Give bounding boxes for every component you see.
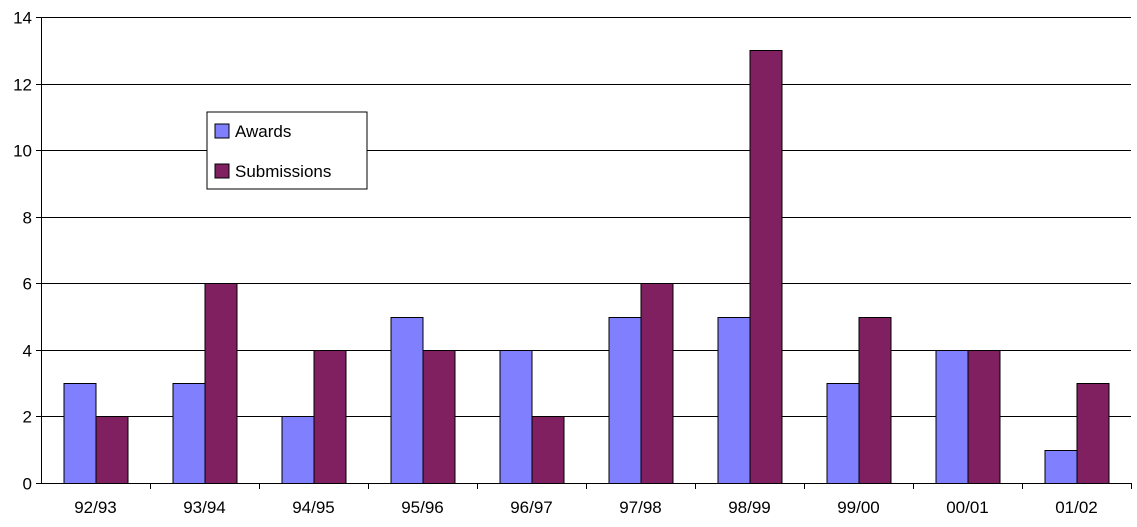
bar-awards-97-98: [608, 317, 642, 484]
y-tick-label: 14: [13, 9, 32, 28]
x-tick-label: 95/96: [401, 498, 444, 517]
x-tick-label: 01/02: [1055, 498, 1098, 517]
bar-submissions-98-99: [749, 50, 783, 484]
x-tick-label: 92/93: [74, 498, 117, 517]
x-tick-label: 93/94: [183, 498, 226, 517]
y-tick-label: 2: [23, 408, 32, 427]
bar-submissions-96-97: [531, 416, 565, 484]
bar-submissions-97-98: [640, 283, 674, 484]
y-tick-label: 12: [13, 76, 32, 95]
bar-awards-92-93: [63, 383, 97, 484]
bar-submissions-01-02: [1076, 383, 1110, 484]
bar-submissions-95-96: [422, 350, 456, 484]
x-tick-label: 96/97: [510, 498, 553, 517]
bar-submissions-94-95: [313, 350, 347, 484]
bar-awards-98-99: [717, 317, 751, 484]
y-tick-label: 10: [13, 142, 32, 161]
bar-submissions-93-94: [204, 283, 238, 484]
bars: [63, 50, 1110, 484]
x-tick-label: 00/01: [946, 498, 989, 517]
bar-awards-95-96: [390, 317, 424, 484]
bar-awards-01-02: [1044, 450, 1078, 484]
legend-label-awards: Awards: [235, 122, 291, 141]
x-tick-label: 98/99: [728, 498, 771, 517]
bar-awards-00-01: [935, 350, 969, 484]
x-tick-label: 94/95: [292, 498, 335, 517]
y-tick-label: 4: [23, 342, 32, 361]
legend-swatch-awards: [214, 123, 230, 139]
legend: Awards Submissions: [206, 111, 368, 190]
y-tick-label: 8: [23, 209, 32, 228]
bar-awards-94-95: [281, 416, 315, 484]
bar-submissions-99-00: [858, 317, 892, 484]
x-tick-label: 99/00: [837, 498, 880, 517]
bar-awards-96-97: [499, 350, 533, 484]
y-tick-label: 0: [23, 475, 32, 494]
legend-label-submissions: Submissions: [235, 162, 331, 181]
legend-swatch-submissions: [214, 163, 230, 179]
x-tick-label: 97/98: [619, 498, 662, 517]
y-tick-labels: 0 2 4 6 8 10 12 14: [13, 9, 41, 494]
y-tick-label: 6: [23, 275, 32, 294]
bar-submissions-00-01: [967, 350, 1001, 484]
bar-submissions-92-93: [95, 416, 129, 484]
bar-awards-93-94: [172, 383, 206, 484]
x-tick-labels: 92/93 93/94 94/95 95/96 96/97 97/98 98/99 99/00…: [74, 483, 1132, 517]
legend-box: [206, 111, 368, 190]
bar-awards-99-00: [826, 383, 860, 484]
